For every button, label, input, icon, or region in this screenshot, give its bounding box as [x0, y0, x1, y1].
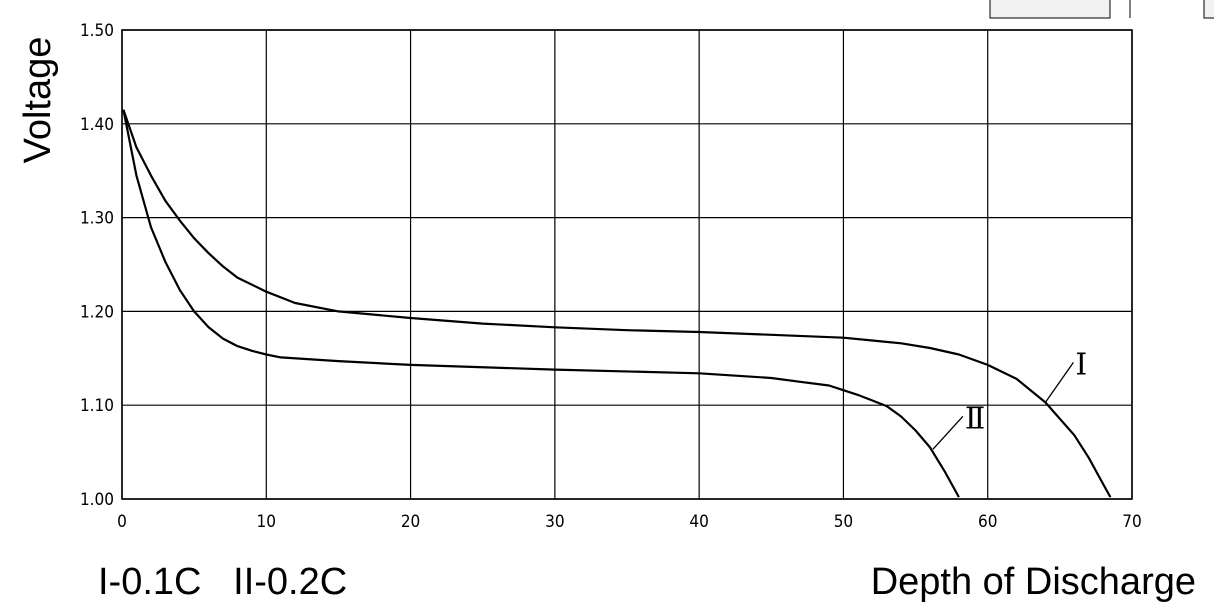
y-tick-label: 1.40: [80, 115, 114, 135]
curve-label-leader: [1044, 362, 1074, 403]
curve-label: Ⅱ: [965, 401, 985, 436]
legend-text: I-0.1C II-0.2C: [98, 561, 347, 603]
x-tick-label: 30: [545, 512, 564, 532]
x-tick-label: 60: [978, 512, 997, 532]
y-tick-label: 1.20: [80, 302, 114, 322]
x-tick-label: 40: [689, 512, 708, 532]
x-tick-label: 0: [117, 512, 127, 532]
y-axis-title: Voltage: [17, 37, 59, 164]
series-layer: [122, 109, 1112, 498]
y-tick-label: 1.30: [80, 209, 114, 229]
x-tick-labels: 0 10 20 30 40 50 60 70: [117, 512, 1142, 532]
cropped-box-decoration: [989, 0, 1111, 19]
cropped-box-decoration-right: [1203, 0, 1214, 19]
y-tick-label: 1.50: [80, 21, 114, 41]
curve-label-layer: ⅠⅡ: [932, 347, 1087, 450]
x-tick-label: 70: [1122, 512, 1141, 532]
x-tick-label: 20: [401, 512, 420, 532]
x-tick-label: 50: [834, 512, 853, 532]
curve-label: Ⅰ: [1075, 347, 1087, 382]
y-tick-label: 1.10: [80, 396, 114, 416]
x-tick-label: 10: [257, 512, 276, 532]
series-line-2: [122, 109, 960, 498]
y-tick-label: 1.00: [80, 490, 114, 510]
y-tick-labels: 1.00 1.10 1.20 1.30 1.40 1.50: [80, 21, 114, 510]
x-axis-title: Depth of Discharge: [871, 561, 1196, 603]
series-line-1: [122, 109, 1112, 498]
curve-label-leader: [932, 415, 964, 450]
plot-frame: [121, 29, 1133, 500]
